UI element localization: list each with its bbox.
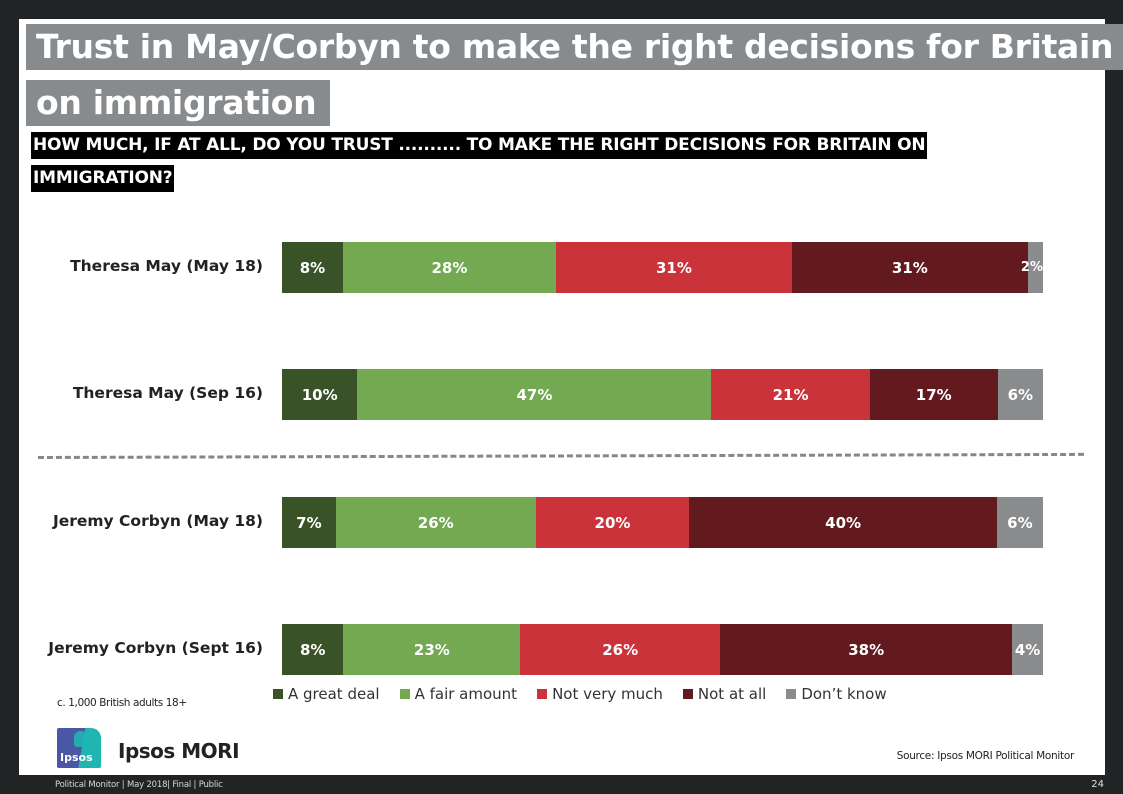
segment-a-great-deal: 8% bbox=[282, 242, 343, 293]
footer-text: Political Monitor | May 2018| Final | Pu… bbox=[55, 780, 223, 790]
segment-a-great-deal: 7% bbox=[282, 497, 336, 548]
segment-not-very-much: 21% bbox=[711, 369, 870, 420]
stacked-bar: 8% 28% 31% 31% 2% bbox=[282, 242, 1043, 293]
ipsos-logo-icon: Ipsos bbox=[57, 728, 101, 768]
segment-a-great-deal: 8% bbox=[282, 624, 344, 675]
stacked-bar: 7% 26% 20% 40% 6% bbox=[282, 497, 1043, 548]
legend-item-not-very-much: Not very much bbox=[537, 685, 663, 703]
source-note: Source: Ipsos MORI Political Monitor bbox=[896, 750, 1075, 762]
legend-label: Don’t know bbox=[801, 685, 887, 703]
legend-label: A fair amount bbox=[414, 685, 518, 703]
title-line-1: Trust in May/Corbyn to make the right de… bbox=[26, 24, 1123, 70]
segment-not-at-all: 38% bbox=[720, 624, 1013, 675]
category-label: Theresa May (May 18) bbox=[70, 257, 263, 275]
legend-swatch bbox=[537, 689, 548, 699]
category-label: Theresa May (Sep 16) bbox=[72, 384, 263, 402]
legend-item-not-at-all: Not at all bbox=[682, 685, 767, 703]
segment-not-very-much: 31% bbox=[555, 242, 792, 293]
question-line-1: HOW MUCH, IF AT ALL, DO YOU TRUST ......… bbox=[31, 132, 928, 159]
segment-not-at-all: 17% bbox=[869, 369, 998, 420]
segment-a-fair-amount: 47% bbox=[357, 369, 712, 420]
segment-not-at-all: 40% bbox=[689, 497, 997, 548]
legend-item-a-fair-amount: A fair amount bbox=[399, 685, 518, 703]
legend-swatch bbox=[273, 689, 283, 699]
legend-item-dont-know: Don’t know bbox=[786, 685, 887, 703]
stacked-bar: 8% 23% 26% 38% 4% bbox=[282, 624, 1043, 675]
segment-dont-know: 4% bbox=[1012, 624, 1043, 675]
logo-text: Ipsos bbox=[60, 751, 93, 764]
segment-not-at-all: 31% bbox=[791, 242, 1028, 293]
brand-name: Ipsos MORI bbox=[118, 739, 240, 763]
sample-note: c. 1,000 British adults 18+ bbox=[57, 697, 187, 709]
title-line-2: on immigration bbox=[26, 80, 331, 126]
category-label: Jeremy Corbyn (Sept 16) bbox=[48, 639, 263, 657]
segment-a-fair-amount: 26% bbox=[335, 497, 536, 548]
page-number: 24 bbox=[1091, 779, 1104, 790]
segment-dont-know: 2% bbox=[1021, 242, 1043, 293]
segment-not-very-much: 20% bbox=[535, 497, 690, 548]
category-label: Jeremy Corbyn (May 18) bbox=[52, 512, 263, 530]
segment-a-fair-amount: 23% bbox=[343, 624, 521, 675]
segment-not-very-much: 26% bbox=[520, 624, 721, 675]
chart-legend: A great deal A fair amount Not very much… bbox=[273, 685, 907, 703]
segment-a-fair-amount: 28% bbox=[342, 242, 556, 293]
segment-a-great-deal: 10% bbox=[282, 369, 358, 420]
legend-label: A great deal bbox=[288, 685, 380, 703]
legend-label: Not at all bbox=[697, 685, 767, 703]
legend-swatch bbox=[399, 689, 410, 699]
question-line-2: IMMIGRATION? bbox=[31, 165, 175, 192]
legend-label: Not very much bbox=[552, 685, 663, 703]
legend-swatch bbox=[786, 689, 797, 699]
segment-dont-know: 6% bbox=[996, 497, 1043, 548]
logo-head-silhouette-icon bbox=[74, 731, 87, 747]
legend-swatch bbox=[682, 689, 693, 699]
legend-item-a-great-deal: A great deal bbox=[273, 685, 380, 703]
stacked-bar: 10% 47% 21% 17% 6% bbox=[282, 369, 1043, 420]
segment-dont-know: 6% bbox=[997, 369, 1043, 420]
